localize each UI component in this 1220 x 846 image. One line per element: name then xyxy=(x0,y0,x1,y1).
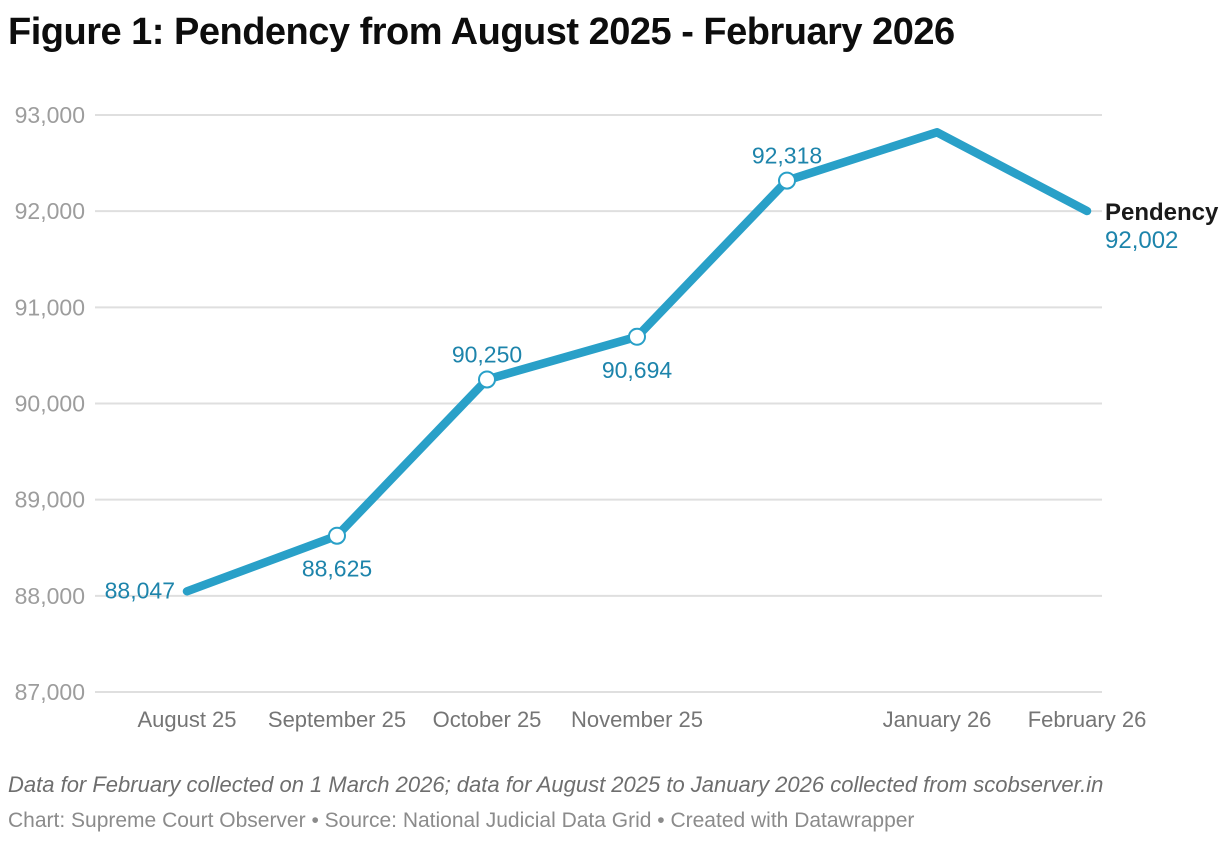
y-axis-tick-label: 90,000 xyxy=(15,391,85,417)
x-axis-tick-label: September 25 xyxy=(268,707,406,732)
x-axis-tick-label: November 25 xyxy=(571,707,703,732)
y-axis-tick-label: 93,000 xyxy=(15,102,85,128)
value-label: 92,318 xyxy=(752,143,822,169)
value-label: 90,250 xyxy=(452,341,522,367)
data-point-marker xyxy=(328,526,346,545)
x-axis-tick-label: January 26 xyxy=(883,707,992,732)
data-point-marker xyxy=(628,327,646,346)
chart-title: Figure 1: Pendency from August 2025 - Fe… xyxy=(8,11,955,53)
value-label: 88,625 xyxy=(302,556,372,582)
series-name-label: Pendency xyxy=(1105,199,1219,226)
value-label: 92,002 xyxy=(1105,227,1178,254)
value-label: 90,694 xyxy=(602,357,673,383)
x-axis-tick-label: February 26 xyxy=(1028,707,1147,732)
y-axis-tick-label: 91,000 xyxy=(15,294,85,320)
data-point-marker xyxy=(478,370,496,389)
y-axis-tick-label: 89,000 xyxy=(15,487,85,513)
y-axis-tick-label: 88,000 xyxy=(15,583,85,609)
y-axis-tick-label: 92,000 xyxy=(15,198,85,224)
x-axis-tick-label: October 25 xyxy=(433,707,542,732)
chart-attribution: Chart: Supreme Court Observer • Source: … xyxy=(8,809,915,832)
y-axis-tick-label: 87,000 xyxy=(15,679,85,705)
x-axis-tick-label: August 25 xyxy=(137,707,236,732)
chart-footnote: Data for February collected on 1 March 2… xyxy=(8,772,1104,797)
value-label: 88,047 xyxy=(105,577,175,603)
data-point-marker xyxy=(778,171,796,190)
